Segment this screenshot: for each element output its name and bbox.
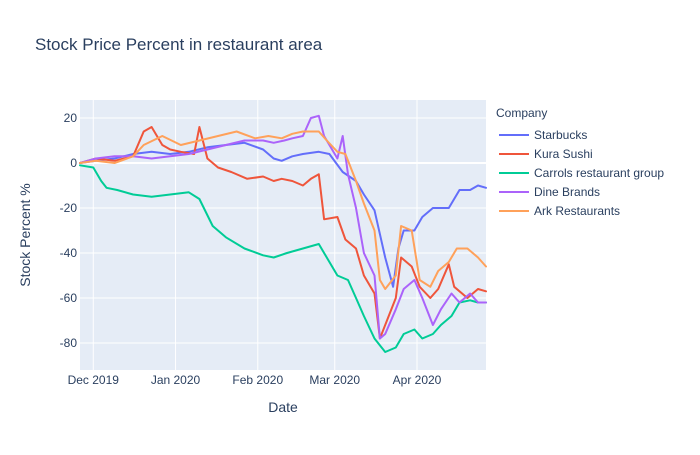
legend-items: Starbucks Kura Sushi Carrols restaurant gr… (499, 128, 664, 218)
x-tick-label: Feb 2020 (232, 373, 283, 387)
series-line-starbucks[interactable] (79, 141, 487, 288)
y-tick-label: -80 (60, 336, 78, 350)
x-tick-label: Mar 2020 (309, 373, 360, 387)
x-axis-ticks: Dec 2019 Jan 2020 Feb 2020 Mar 2020 Apr 2020 (68, 373, 442, 387)
y-axis-ticks: 20 0 -20 -40 -60 -80 (60, 111, 78, 350)
grid-lines (80, 100, 486, 370)
x-axis-label: Date (268, 399, 298, 415)
legend-label: Ark Restaurants (534, 204, 620, 218)
series-line-carrols-restaurant-group[interactable] (79, 164, 487, 353)
series-line-dine-brands[interactable] (79, 114, 487, 340)
y-tick-label: -60 (60, 291, 78, 305)
chart-title: Stock Price Percent in restaurant area (35, 35, 323, 54)
legend-item-carrols-restaurant-group[interactable]: Carrols restaurant group (499, 166, 664, 180)
legend-item-kura-sushi[interactable]: Kura Sushi (499, 147, 593, 161)
legend-label: Kura Sushi (534, 147, 593, 161)
y-tick-label: 0 (70, 156, 77, 170)
x-tick-label: Apr 2020 (393, 373, 442, 387)
series-lines (79, 114, 487, 353)
legend-item-dine-brands[interactable]: Dine Brands (499, 185, 600, 199)
series-line-ark-restaurants[interactable] (79, 130, 487, 290)
y-tick-label: -20 (60, 201, 78, 215)
legend-label: Starbucks (534, 128, 587, 142)
legend-label: Dine Brands (534, 185, 600, 199)
plot-area (80, 100, 486, 370)
y-tick-label: 20 (64, 111, 78, 125)
legend-item-starbucks[interactable]: Starbucks (499, 128, 587, 142)
legend: Company Starbucks Kura Sushi Carrols resta… (496, 106, 664, 218)
y-axis-label: Stock Percent % (17, 183, 33, 287)
x-tick-label: Dec 2019 (68, 373, 120, 387)
x-tick-label: Jan 2020 (151, 373, 201, 387)
legend-label: Carrols restaurant group (534, 166, 664, 180)
series-line-kura-sushi[interactable] (79, 126, 487, 340)
legend-item-ark-restaurants[interactable]: Ark Restaurants (499, 204, 620, 218)
legend-title: Company (496, 106, 547, 120)
y-tick-label: -40 (60, 246, 78, 260)
